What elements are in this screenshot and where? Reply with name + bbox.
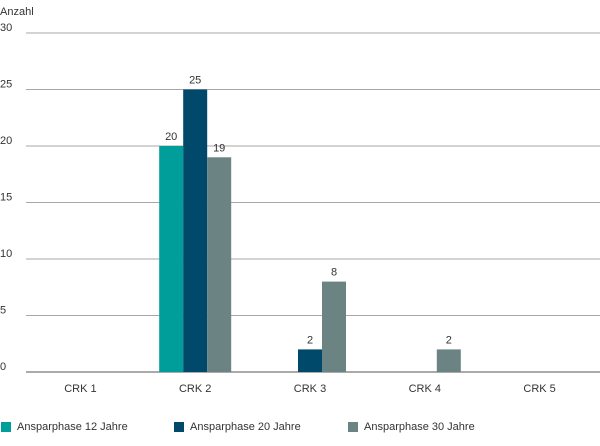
legend-swatch-20-jahre [174,422,184,432]
y-tick-label: 20 [0,135,12,147]
legend-item-12-jahre: Ansparphase 12 Jahre [1,421,128,433]
y-tick-labels: 0 5 10 15 20 25 30 [0,22,12,373]
legend-label-30-jahre: Ansparphase 30 Jahre [364,421,475,433]
y-tick-label: 25 [0,79,12,91]
data-label: 8 [331,267,337,279]
bar [436,349,461,372]
data-label: 25 [189,75,201,87]
bar [159,146,184,372]
gridlines [26,32,600,373]
y-tick-label: 0 [0,361,6,373]
x-tick-label: CRK 1 [64,383,96,395]
legend-swatch-12-jahre [1,422,11,432]
bar [207,157,232,372]
data-label: 19 [213,142,225,154]
bars [159,89,461,372]
y-tick-label: 30 [0,22,12,34]
data-label: 2 [446,334,452,346]
y-axis-label: Anzahl [0,6,34,18]
legend-swatch-30-jahre [348,422,358,432]
bar [322,281,346,372]
bar [298,349,322,372]
x-tick-label: CRK 4 [409,383,441,395]
x-tick-labels: CRK 1 CRK 2 CRK 3 CRK 4 CRK 5 [64,383,556,395]
x-tick-label: CRK 2 [179,383,211,395]
bar [183,89,208,372]
x-tick-label: CRK 5 [523,383,555,395]
y-tick-label: 15 [0,192,12,204]
data-labels: 20 25 19 2 8 2 [165,75,452,347]
legend-label-20-jahre: Ansparphase 20 Jahre [190,421,301,433]
legend: Ansparphase 12 Jahre Ansparphase 20 Jahr… [0,421,600,439]
data-label: 2 [307,334,313,346]
data-label: 20 [165,131,177,143]
legend-item-30-jahre: Ansparphase 30 Jahre [348,421,475,433]
legend-label-12-jahre: Ansparphase 12 Jahre [17,421,128,433]
legend-item-20-jahre: Ansparphase 20 Jahre [174,421,301,433]
y-tick-label: 5 [0,305,6,317]
x-tick-label: CRK 3 [294,383,326,395]
y-tick-label: 10 [0,248,12,260]
